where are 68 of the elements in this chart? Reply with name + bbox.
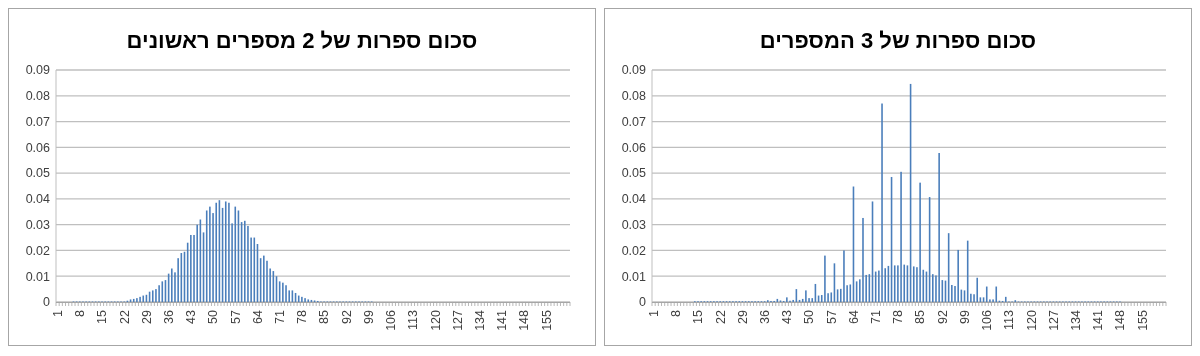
x-tick-label: 127 (450, 309, 465, 331)
x-tick-label: 1 (646, 309, 661, 317)
x-tick-label: 127 (1046, 309, 1061, 331)
y-tick-label: 0.08 (25, 89, 51, 104)
chart-title: סכום ספרות של 3 המספרים (759, 28, 1037, 53)
x-tick-label: 8 (73, 309, 88, 317)
x-tick-label: 120 (1024, 309, 1039, 331)
y-tick-label: 0.02 (25, 243, 51, 258)
y-tick-label: 0.07 (621, 114, 647, 129)
x-tick-label: 15 (691, 309, 706, 324)
y-tick-label: 0.06 (25, 140, 51, 155)
y-tick-label: 0.07 (25, 114, 51, 129)
x-tick-label: 92 (339, 309, 354, 324)
x-tick-label: 155 (1135, 309, 1150, 331)
x-tick-label: 99 (957, 309, 972, 324)
x-tick-label: 57 (228, 309, 243, 324)
x-tick-label: 64 (250, 309, 265, 324)
x-tick-label: 15 (95, 309, 110, 324)
x-tick-label: 71 (273, 309, 288, 324)
x-tick-label: 71 (869, 309, 884, 324)
x-tick-label: 99 (361, 309, 376, 324)
y-tick-label: 0.01 (621, 269, 647, 284)
x-tick-label: 141 (495, 309, 510, 331)
x-tick-label: 134 (1068, 309, 1083, 331)
x-tick-label: 148 (1113, 309, 1128, 331)
x-tick-label: 36 (758, 309, 773, 324)
x-tick-label: 155 (539, 309, 554, 331)
y-tick-label: 0 (639, 295, 647, 310)
x-tick-label: 8 (669, 309, 684, 317)
x-tick-label: 106 (384, 309, 399, 331)
y-tick-label: 0.08 (621, 89, 647, 104)
x-tick-label: 22 (713, 309, 728, 324)
x-tick-label: 85 (913, 309, 928, 324)
x-tick-label: 43 (780, 309, 795, 324)
x-tick-label: 29 (139, 309, 154, 324)
x-tick-label: 120 (428, 309, 443, 331)
x-tick-label: 50 (802, 309, 817, 324)
chart-title: סכום ספרות של 2 מספרים ראשונים (126, 28, 478, 53)
y-tick-label: 0.03 (25, 218, 51, 233)
x-tick-label: 113 (1002, 309, 1017, 330)
y-tick-label: 0.09 (621, 63, 647, 78)
x-tick-label: 78 (891, 309, 906, 324)
x-tick-label: 141 (1091, 309, 1106, 331)
x-tick-label: 29 (735, 309, 750, 324)
y-tick-label: 0.04 (25, 192, 51, 207)
x-tick-label: 85 (317, 309, 332, 324)
x-tick-label: 134 (472, 309, 487, 331)
x-tick-label: 36 (162, 309, 177, 324)
y-tick-label: 0.06 (621, 140, 647, 155)
x-tick-label: 148 (517, 309, 532, 331)
y-tick-label: 0 (43, 295, 51, 310)
x-tick-label: 113 (406, 309, 421, 330)
x-tick-label: 50 (206, 309, 221, 324)
y-tick-label: 0.09 (25, 63, 51, 78)
y-tick-label: 0.05 (621, 166, 647, 181)
x-tick-label: 106 (980, 309, 995, 331)
y-tick-label: 0.01 (25, 269, 51, 284)
x-tick-label: 22 (117, 309, 132, 324)
y-tick-label: 0.03 (621, 218, 647, 233)
x-tick-label: 57 (824, 309, 839, 324)
y-tick-label: 0.04 (621, 192, 647, 207)
y-tick-label: 0.02 (621, 243, 647, 258)
x-tick-label: 78 (295, 309, 310, 324)
x-tick-label: 43 (184, 309, 199, 324)
x-tick-label: 1 (50, 309, 65, 317)
y-tick-label: 0.05 (25, 166, 51, 181)
x-tick-label: 64 (846, 309, 861, 324)
x-tick-label: 92 (935, 309, 950, 324)
